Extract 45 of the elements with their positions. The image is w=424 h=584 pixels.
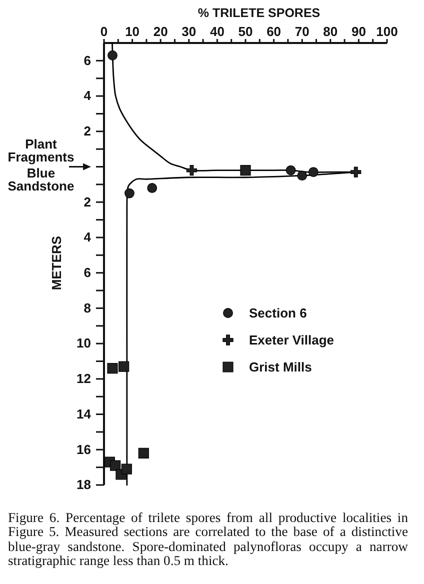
y-tick-label: 16: [76, 442, 91, 457]
legend-label: Section 6: [249, 306, 307, 321]
point: [147, 183, 158, 193]
y-tick-label: 12: [76, 371, 91, 386]
point: [138, 448, 149, 458]
point: [286, 165, 296, 176]
point: [108, 50, 118, 60]
point: [110, 460, 121, 471]
x-tick-label: 0: [100, 24, 108, 39]
x-tick-label: 50: [238, 24, 253, 39]
x-axis-title: % TRILETE SPORES: [198, 6, 320, 20]
y-tick-label: 8: [84, 300, 91, 316]
y-tick-label: 10: [76, 336, 91, 351]
x-tick-label: 30: [182, 24, 196, 39]
y-tick-label: 2: [84, 194, 91, 210]
point: [186, 164, 198, 176]
x-tick-label: 20: [153, 24, 168, 39]
x-tick-label: 90: [351, 24, 366, 39]
point: [107, 363, 118, 374]
x-tick-label: 40: [210, 24, 224, 39]
point: [297, 170, 308, 181]
y-tick-label: 2: [84, 124, 91, 139]
x-tick-label: 10: [125, 24, 140, 39]
y-axis-title: METERS: [49, 236, 64, 290]
point: [124, 188, 134, 198]
x-tick-label: 100: [376, 24, 398, 39]
caption: Figure 6. Percentage of trilete spores from all productive localities in Figure 5. Measured sections are correlated to the base of a distinctive blue-gray sandstone. Spore-dominated palynofloras occupy a narrow stratigraphic range less than 0.5 m thick.: [8, 510, 408, 568]
text: Blue Sandstone: [8, 165, 74, 194]
point: [121, 464, 132, 474]
text: Plant Fragments: [8, 136, 74, 164]
point: [118, 361, 130, 372]
legend-label: Exeter Village: [249, 332, 334, 348]
x-tick-label: 70: [294, 24, 310, 39]
x-tick-label: 80: [323, 24, 338, 39]
y-tick-label: 4: [84, 230, 92, 245]
point: [308, 167, 318, 178]
point: [240, 164, 251, 176]
point: [350, 166, 362, 178]
x-tick-label: 60: [266, 24, 282, 39]
y-tick-label: 14: [76, 406, 92, 422]
legend-label: Grist Mills: [249, 360, 312, 375]
y-tick-label: 6: [84, 265, 91, 280]
y-tick-label: 18: [76, 477, 91, 492]
y-tick-label: 4: [84, 88, 92, 104]
y-tick-label: 6: [84, 52, 91, 68]
